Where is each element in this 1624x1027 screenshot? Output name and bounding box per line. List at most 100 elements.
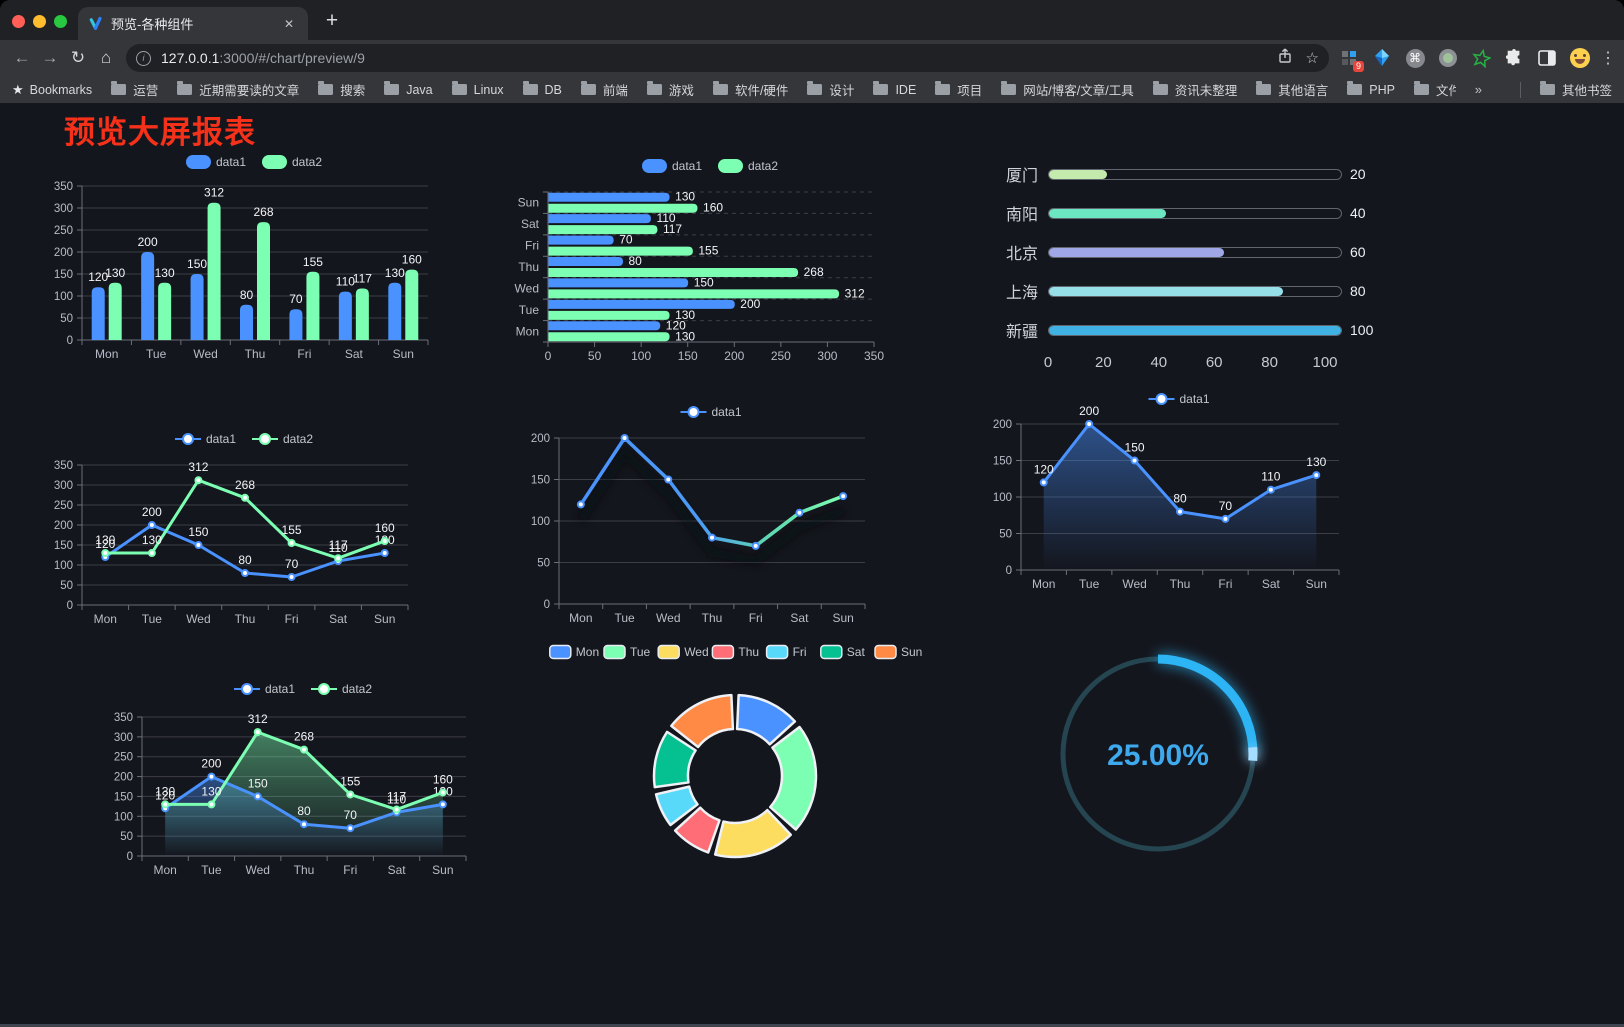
legend-item-data2[interactable]: data2 [311, 682, 372, 696]
svg-text:Mon: Mon [153, 863, 176, 877]
donut-slice-Sat[interactable] [652, 730, 697, 789]
bookmark-folder[interactable]: 项目 [935, 80, 982, 99]
bookmark-folder[interactable]: 运营 [111, 80, 158, 99]
browser-tab[interactable]: 预览-各种组件 ✕ [78, 7, 308, 40]
legend-item-data1[interactable]: data1 [1148, 392, 1210, 406]
zoom-window-button[interactable] [54, 15, 67, 28]
bookmark-folder[interactable]: 前端 [580, 80, 628, 99]
donut-slice-Tue[interactable] [769, 725, 818, 831]
url-bar[interactable]: i 127.0.0.1:3000/#/chart/preview/9 ☆ [126, 44, 1329, 72]
progress-label: 上海 [1005, 285, 1038, 302]
back-button[interactable]: ← [13, 48, 31, 67]
svg-text:80: 80 [297, 804, 311, 818]
svg-text:Sun: Sun [832, 611, 853, 625]
area-line-chart: data1 0 50 100 150 200 Mon Tue Wed Thu Fri Sat Sun 12… [975, 386, 1347, 603]
bookmark-folder[interactable]: 近期需要读的文章 [177, 80, 299, 99]
extension-record-icon[interactable] [1438, 48, 1458, 68]
bookmark-folder[interactable]: DB [522, 81, 562, 97]
svg-text:50: 50 [588, 349, 602, 363]
legend-item-data2[interactable]: data2 [252, 432, 313, 446]
legend-item-Tue[interactable]: Tue [603, 644, 651, 660]
bookmark-folder[interactable]: Java [384, 81, 433, 97]
bookmark-folder[interactable]: 资讯未整理 [1152, 80, 1237, 99]
bookmark-folder[interactable]: Linux [451, 81, 504, 97]
folder-icon [111, 81, 127, 95]
svg-text:268: 268 [804, 265, 824, 279]
tab-close-icon[interactable]: ✕ [283, 16, 294, 31]
browser-menu-icon[interactable]: ⋮ [1600, 50, 1616, 67]
area-fill-data2 [165, 732, 443, 856]
legend-item-Thu[interactable]: Thu [711, 644, 759, 660]
svg-text:50: 50 [999, 529, 1012, 541]
legend-item-data1[interactable]: data1 [234, 682, 295, 696]
share-icon[interactable] [1278, 48, 1292, 68]
svg-text:100: 100 [54, 560, 73, 572]
svg-text:Thu: Thu [294, 863, 315, 877]
svg-text:50: 50 [120, 831, 133, 843]
donut-slice-Fri[interactable] [654, 785, 699, 827]
svg-text:Tue: Tue [614, 611, 635, 625]
reload-button[interactable]: ↻ [70, 48, 86, 67]
progress-fill [1049, 247, 1225, 257]
legend-item-data2[interactable]: data2 [262, 155, 322, 169]
axes: 0 50 100 150 200 250 300 350 Mon Tue Wed Thu Fri Sat S… [54, 460, 409, 626]
legend-item-data1[interactable]: data1 [175, 432, 236, 446]
bookmark-folder[interactable]: PHP [1347, 81, 1395, 97]
svg-text:150: 150 [678, 349, 698, 363]
legend-item-data1[interactable]: data1 [186, 155, 246, 169]
extension-star-icon[interactable] [1471, 48, 1491, 68]
donut-slice-Sun[interactable] [670, 693, 735, 749]
emoji-extension-icon[interactable] [1570, 48, 1590, 68]
bookmark-folder[interactable]: 文件服务器 [1413, 80, 1456, 99]
side-panel-icon[interactable] [1537, 48, 1557, 68]
other-bookmarks-folder[interactable]: 其他书签 [1539, 80, 1612, 99]
svg-text:200: 200 [993, 419, 1012, 431]
bookmarks-manager-item[interactable]: ★ Bookmarks [12, 82, 92, 98]
donut-slice-Thu[interactable] [673, 806, 721, 854]
url-text[interactable]: 127.0.0.1:3000/#/chart/preview/9 [161, 50, 1264, 66]
svg-text:150: 150 [694, 275, 714, 289]
bookmark-folder[interactable]: 网站/博客/文章/工具 [1001, 80, 1134, 99]
donut-chart: Mon Tue Wed Thu Fri Sat Sun [544, 636, 926, 881]
svg-text:130: 130 [95, 533, 115, 547]
bookmark-folder[interactable]: IDE [873, 81, 916, 97]
bookmark-folder[interactable]: 游戏 [646, 80, 694, 99]
legend-item-Fri[interactable]: Fri [765, 644, 807, 660]
legend-item-data2[interactable]: data2 [718, 159, 778, 173]
donut-slice-Mon[interactable] [735, 693, 797, 746]
page-info-icon[interactable]: i [136, 50, 151, 66]
extensions-puzzle-icon[interactable] [1504, 48, 1524, 68]
bookmark-star-icon[interactable]: ☆ [1305, 50, 1319, 67]
legend-item-data1[interactable]: data1 [642, 159, 702, 173]
new-tab-button[interactable]: + [325, 9, 339, 32]
close-window-button[interactable] [12, 15, 25, 28]
svg-text:data1: data1 [216, 155, 246, 169]
legend-item-data1[interactable]: data1 [680, 405, 742, 419]
legend-item-Wed[interactable]: Wed [657, 644, 709, 660]
forward-button[interactable]: → [41, 48, 59, 67]
svg-text:Wed: Wed [656, 611, 680, 625]
legend-item-Sun[interactable]: Sun [874, 644, 922, 660]
legend-item-Mon[interactable]: Mon [549, 644, 599, 660]
bookmark-folder[interactable]: 软件/硬件 [712, 80, 788, 99]
svg-text:120: 120 [88, 270, 108, 284]
home-button[interactable]: ⌂ [100, 48, 112, 67]
legend-item-Sat[interactable]: Sat [820, 644, 866, 660]
bookmark-folder[interactable]: 设计 [807, 80, 854, 99]
svg-text:160: 160 [703, 201, 723, 215]
minimize-window-button[interactable] [33, 15, 46, 28]
extension-grid-icon[interactable]: 9 [1339, 48, 1364, 72]
folder-icon [177, 81, 193, 95]
svg-text:200: 200 [724, 349, 744, 363]
svg-text:250: 250 [771, 349, 791, 363]
svg-text:117: 117 [387, 790, 406, 804]
extension-command-icon[interactable]: ⌘ [1405, 48, 1425, 68]
progress-track [1048, 246, 1342, 258]
extension-kite-icon[interactable] [1372, 48, 1392, 68]
svg-text:Sun: Sun [901, 645, 922, 659]
donut-slice-Wed[interactable] [713, 808, 792, 859]
bookmarks-overflow-button[interactable]: » [1474, 82, 1482, 97]
bookmark-folder[interactable]: 其他语言 [1256, 80, 1328, 99]
bookmark-folder[interactable]: 搜索 [318, 80, 365, 99]
hbar-chart-canvas: data1 data2 Sun Sat Fri Thu Wed Tue Mon 0 50 100 150… [515, 159, 884, 363]
